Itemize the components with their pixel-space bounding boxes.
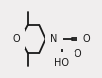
Text: HO: HO [54,58,69,68]
Text: N: N [50,34,57,44]
Text: O: O [73,49,81,59]
Text: O: O [12,34,20,44]
Text: O: O [82,34,90,44]
